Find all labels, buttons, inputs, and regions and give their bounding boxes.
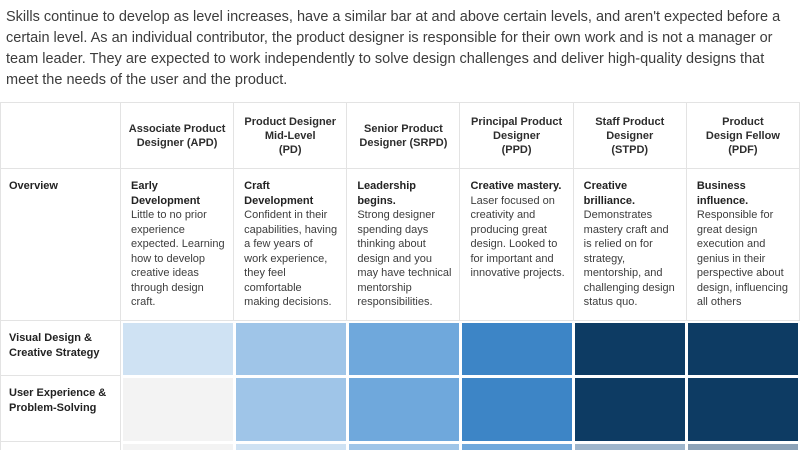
row-label-user-experience: User Experience & Problem-Solving: [0, 376, 121, 442]
intro-paragraph: Skills continue to develop as level incr…: [6, 9, 781, 88]
overview-lead: Craft Development: [244, 180, 314, 207]
level-cell-visual-srpd: [347, 321, 460, 376]
overview-body: Strong designer spending days thinking a…: [357, 209, 452, 308]
level-cell-next-apd: [121, 442, 234, 450]
row-label-visual-design: Visual Design & Creative Strategy: [0, 321, 121, 376]
level-cell-visual-pdf: [687, 321, 800, 376]
level-cell-next-stpd: [574, 442, 687, 450]
overview-body: Responsible for great design execution a…: [696, 209, 788, 308]
overview-lead: Business influence.: [696, 180, 749, 207]
overview-cell-pd: Craft Development Confident in their cap…: [234, 169, 348, 321]
level-cell-next-pdf: [687, 442, 800, 450]
column-header-apd: Associate Product Designer (APD): [121, 103, 235, 169]
overview-lead: Creative brilliance.: [583, 180, 636, 207]
level-cell-visual-stpd: [574, 321, 687, 376]
level-cell-next-ppd: [460, 442, 573, 450]
overview-cell-pdf: Business influence. Responsible for grea…: [686, 169, 800, 321]
level-cell-visual-apd: [121, 321, 234, 376]
overview-lead: Creative mastery.: [470, 180, 562, 192]
level-cell-ux-srpd: [347, 376, 460, 442]
overview-cell-srpd: Leadership begins. Strong designer spend…: [347, 169, 461, 321]
level-cell-ux-apd: [121, 376, 234, 442]
row-label-next-cutoff: [0, 442, 121, 450]
level-cell-next-pd: [234, 442, 347, 450]
overview-body: Laser focused on creativity and producin…: [470, 194, 565, 280]
overview-body: Demonstrates mastery craft and is relied…: [583, 209, 675, 308]
overview-cell-stpd: Creative brilliance. Demonstrates master…: [573, 169, 687, 321]
level-cell-visual-pd: [234, 321, 347, 376]
level-cell-ux-pdf: [687, 376, 800, 442]
overview-lead: Early Development: [131, 180, 201, 207]
row-label-overview: Overview: [0, 169, 121, 321]
level-cell-ux-pd: [234, 376, 347, 442]
header-corner-cell: [0, 103, 121, 169]
level-cell-ux-stpd: [574, 376, 687, 442]
level-cell-next-srpd: [347, 442, 460, 450]
column-header-stpd: Staff Product Designer (STPD): [573, 103, 687, 169]
overview-cell-apd: Early Development Little to no prior exp…: [121, 169, 235, 321]
overview-lead: Leadership begins.: [357, 180, 417, 207]
overview-body: Little to no prior experience expected. …: [131, 209, 225, 308]
overview-cell-ppd: Creative mastery. Laser focused on creat…: [460, 169, 574, 321]
levels-table: Associate Product Designer (APD) Product…: [0, 102, 800, 450]
level-cell-visual-ppd: [460, 321, 573, 376]
level-cell-ux-ppd: [460, 376, 573, 442]
column-header-ppd: Principal Product Designer (PPD): [460, 103, 574, 169]
overview-body: Confident in their capabilities, having …: [244, 209, 338, 308]
column-header-pd: Product Designer Mid-Level (PD): [234, 103, 348, 169]
column-header-srpd: Senior Product Designer (SRPD): [347, 103, 461, 169]
column-header-pdf: Product Design Fellow (PDF): [686, 103, 800, 169]
